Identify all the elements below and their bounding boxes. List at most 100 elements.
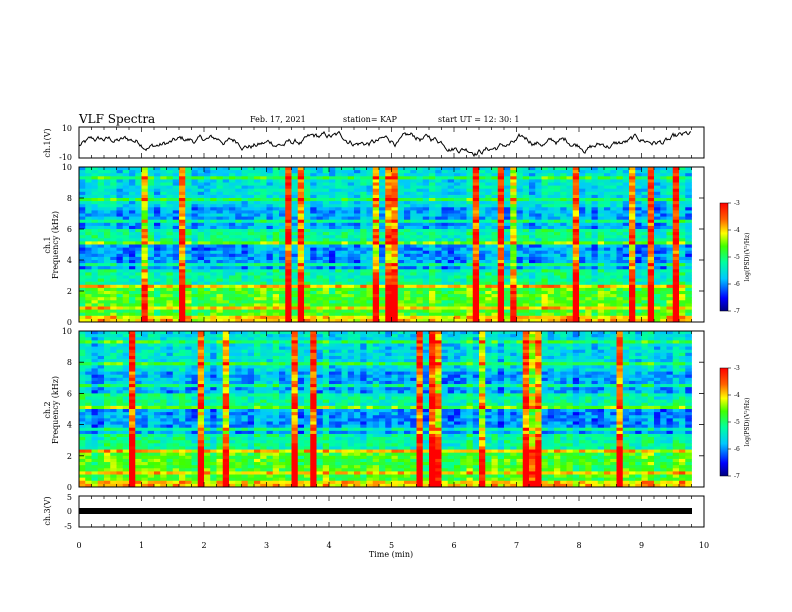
spectrogram-cell (491, 272, 499, 276)
spectrogram-cell (160, 303, 167, 307)
spectrogram-cell (579, 263, 586, 267)
spectrogram-cell (616, 247, 624, 252)
spectrogram-cell (510, 176, 517, 180)
spectrogram-cell (654, 244, 661, 248)
spectrogram-cell (229, 194, 236, 199)
spectrogram-cell (360, 244, 367, 248)
spectrogram-cell (129, 287, 136, 292)
spectrogram-cell (654, 241, 661, 245)
spectrogram-cell (416, 303, 424, 307)
spectrogram-cell (435, 188, 442, 193)
spectrogram-cell (135, 170, 142, 174)
spectrogram-cell (404, 238, 411, 242)
spectrogram-cell (241, 176, 249, 180)
spectrogram-cell (335, 176, 342, 180)
spectrogram-cell (647, 241, 655, 245)
spectrogram-cell (635, 173, 642, 177)
spectrogram-cell (616, 275, 624, 279)
spectrogram-cell (272, 213, 280, 217)
spectrogram-cell (629, 167, 636, 171)
spectrogram-cell (660, 306, 667, 310)
spectrogram-cell (135, 309, 142, 314)
spectrogram-cell (541, 260, 549, 264)
spectrogram-cell (385, 170, 392, 174)
spectrogram-cell (129, 201, 136, 205)
spectrogram-cell (385, 244, 392, 248)
spectrogram-cell (222, 170, 230, 174)
spectrogram-cell (641, 275, 649, 279)
spectrogram-cell (304, 204, 311, 208)
spectrogram-cell (366, 244, 374, 248)
spectrogram-cell (216, 176, 224, 180)
spectrogram-cell (329, 191, 336, 196)
spectrogram-cell (135, 266, 142, 270)
spectrogram-cell (641, 284, 649, 289)
spectrogram-cell (679, 216, 686, 221)
spectrogram-cell (616, 241, 624, 245)
spectrogram-cell (85, 210, 92, 214)
spectrogram-cell (660, 263, 667, 267)
spectrogram-cell (397, 225, 405, 230)
spectrogram-cell (629, 263, 636, 267)
spectrogram-cell (85, 331, 92, 335)
spectrogram-cell (485, 272, 492, 276)
spectrogram-cell (241, 235, 249, 239)
spectrogram-cell (129, 182, 136, 186)
spectrogram-cell (485, 167, 492, 171)
spectrogram-cell (429, 291, 436, 295)
spectrogram-cell (429, 229, 436, 233)
spectrogram-cell (472, 225, 480, 230)
spectrogram-cell (485, 225, 492, 230)
spectrogram-cell (360, 297, 367, 301)
spectrogram-cell (141, 238, 149, 242)
ch1-spec-ytick-label: 10 (62, 163, 72, 172)
spectrogram-cell (304, 278, 311, 283)
spectrogram-cell (141, 176, 149, 180)
spectrogram-cell (629, 281, 636, 286)
spectrogram-cell (185, 222, 192, 227)
spectrogram-cell (222, 297, 230, 301)
spectrogram-cell (641, 294, 649, 298)
spectrogram-cell (85, 306, 92, 310)
spectrogram-cell (141, 207, 149, 211)
spectrogram-cell (622, 219, 630, 224)
spectrogram-cell (416, 260, 424, 264)
spectrogram-cell (554, 182, 561, 186)
spectrogram-cell (585, 312, 592, 317)
spectrogram-cell (597, 309, 605, 314)
spectrogram-cell (260, 260, 267, 264)
spectrogram-cell (547, 247, 555, 252)
spectrogram-cell (260, 210, 267, 214)
ch1-spec-ytick-label: 0 (67, 318, 72, 327)
spectrogram-cell (172, 287, 180, 292)
spectrogram-cell (416, 219, 424, 224)
spectrogram-cell (660, 173, 667, 177)
spectrogram-cell (135, 247, 142, 252)
spectrogram-cell (616, 185, 624, 190)
spectrogram-cell (247, 294, 255, 298)
spectrogram-cell (354, 241, 361, 245)
spectrogram-cell (285, 331, 292, 335)
spectrogram-cell (197, 300, 205, 304)
spectrogram-cell (97, 176, 105, 180)
spectrogram-cell (647, 229, 655, 233)
spectrogram-cell (447, 303, 455, 307)
spectrogram-cell (604, 182, 611, 186)
spectrogram-cell (285, 232, 292, 236)
spectrogram-cell (410, 182, 417, 186)
spectrogram-cell (472, 260, 480, 264)
spectrogram-cell (522, 173, 530, 177)
spectrogram-cell (441, 294, 449, 298)
spectrogram-cell (404, 185, 411, 190)
spectrogram-cell (172, 235, 180, 239)
spectrogram-cell (354, 229, 361, 233)
spectrogram-cell (372, 269, 380, 273)
spectrogram-cell (279, 250, 286, 255)
spectrogram-cell (597, 269, 605, 273)
spectrogram-cell (529, 269, 536, 273)
spectrogram-cell (297, 191, 305, 196)
spectrogram-cell (522, 281, 530, 286)
spectrogram-cell (179, 191, 186, 196)
spectrogram-cell (510, 315, 517, 320)
spectrogram-cell (404, 194, 411, 199)
